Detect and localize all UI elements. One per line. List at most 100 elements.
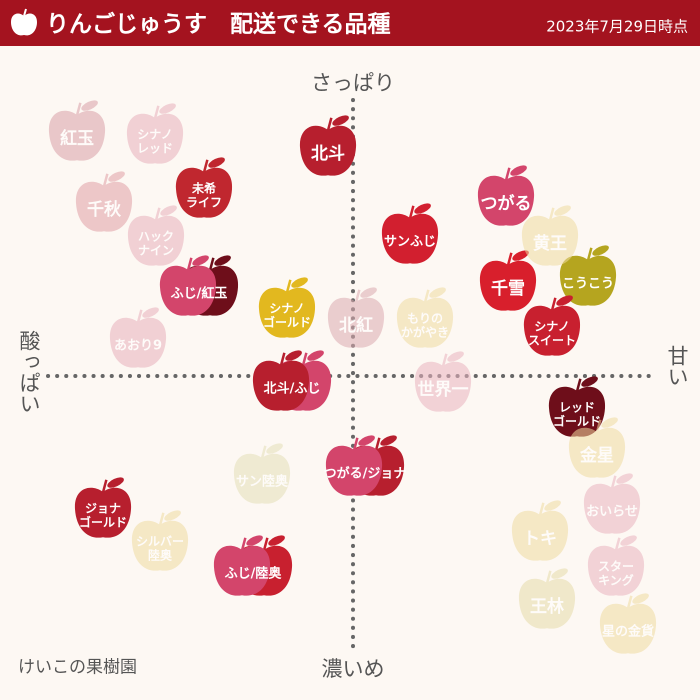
apple-stem xyxy=(154,207,161,221)
apple: 黄王 xyxy=(521,205,579,266)
apple: ふじ/紅玉 xyxy=(159,255,239,316)
apple: 千秋 xyxy=(75,171,133,232)
apple-body xyxy=(568,427,626,478)
apple-label: サン陸奥 xyxy=(236,474,289,490)
apple-label: ふじ/陸奥 xyxy=(225,566,283,582)
apple-leaf xyxy=(554,205,571,216)
apple-stem xyxy=(262,537,269,551)
apple-label: ライフ xyxy=(186,196,222,210)
apple-stem xyxy=(354,289,361,303)
apple-body xyxy=(327,297,385,348)
apple-leaf xyxy=(601,417,618,428)
apple-body xyxy=(252,360,310,411)
apple-label: シナノ xyxy=(137,128,172,142)
apple-stem xyxy=(550,297,557,311)
apple-stem xyxy=(208,257,215,271)
apple-body xyxy=(479,260,537,311)
apple-stem xyxy=(186,257,193,271)
apple: 北斗/ふじ xyxy=(252,350,332,411)
apple-stem xyxy=(75,102,82,116)
apple-stem xyxy=(610,475,617,489)
apple-label: つがる/ジョナ xyxy=(324,466,407,482)
apple-label: 北斗/ふじ xyxy=(264,382,321,397)
apple-body xyxy=(109,317,167,368)
apple-label: サンふじ xyxy=(384,235,436,250)
apple-body xyxy=(131,520,189,571)
apple-label: トキ xyxy=(523,529,557,549)
apple-label: 陸奥 xyxy=(148,548,173,563)
apple-body xyxy=(396,297,454,348)
apple-leaf xyxy=(291,277,308,288)
apple-stem xyxy=(326,117,333,131)
apple-leaf xyxy=(512,250,529,261)
apple-body xyxy=(159,265,217,316)
apple-stem xyxy=(153,105,160,119)
apple: 星の金貨 xyxy=(599,593,657,654)
apple: 紅玉 xyxy=(48,100,106,161)
apple-stem xyxy=(136,309,143,323)
apple-label: 世界一 xyxy=(418,380,469,400)
axis-bottom: 濃いめ xyxy=(322,657,385,681)
apple-leaf xyxy=(142,307,159,318)
apple-stem xyxy=(301,352,308,366)
apple: トキ xyxy=(511,500,569,561)
apple-stem xyxy=(441,353,448,367)
apple-body xyxy=(126,113,184,164)
apple-label: 北斗 xyxy=(311,144,345,164)
apple-leaf xyxy=(360,287,377,298)
apple-body xyxy=(521,215,579,266)
apple-stem xyxy=(279,352,286,366)
apple-stem xyxy=(538,502,545,516)
apple-stem xyxy=(423,289,430,303)
apple-leaf xyxy=(81,100,98,111)
apple-label: あおり9 xyxy=(114,339,162,354)
apple-leaf xyxy=(447,351,464,362)
apple-leaf xyxy=(164,510,181,521)
footer: けいこの果樹園 xyxy=(18,658,137,678)
header-icon xyxy=(11,8,37,36)
apple-stem xyxy=(374,437,381,451)
apple: つがる/ジョナ xyxy=(324,435,407,496)
apple-body xyxy=(599,603,657,654)
apple-label: 千雪 xyxy=(491,279,525,299)
apple-body xyxy=(299,125,357,176)
apple-leaf xyxy=(160,205,177,216)
apple-stem xyxy=(504,167,511,181)
apple-leaf xyxy=(544,500,561,511)
apple-leaf xyxy=(285,350,302,361)
apple-leaf xyxy=(592,245,609,256)
apple-stem xyxy=(158,512,165,526)
apple-stem xyxy=(260,445,267,459)
apple-leaf xyxy=(581,376,598,387)
apple-stem xyxy=(614,537,621,551)
apple: つがる xyxy=(477,165,535,226)
apple-body xyxy=(48,110,106,161)
apple-label: シナノ xyxy=(534,320,569,334)
apple: サンふじ xyxy=(381,203,439,264)
apple-label: スター xyxy=(598,560,634,574)
apple-label: 未希 xyxy=(191,181,216,196)
apple-label: 星の金貨 xyxy=(602,624,654,640)
apple-label: ゴールド xyxy=(553,414,601,429)
apple-label: ふじ/紅玉 xyxy=(171,286,228,302)
apple-leaf xyxy=(192,255,209,266)
apple-label: おいらせ xyxy=(586,505,638,520)
apple-stem xyxy=(595,419,602,433)
apple-leaf xyxy=(620,535,637,546)
apple-leaf xyxy=(380,435,397,446)
apple-label: ナイン xyxy=(138,244,174,258)
apple-body xyxy=(127,215,185,266)
apple-stem xyxy=(408,205,415,219)
apple-label: レッド xyxy=(137,142,173,156)
apple-body xyxy=(414,361,472,412)
axis-right: 甘い xyxy=(665,345,689,387)
apple-stem xyxy=(586,247,593,261)
